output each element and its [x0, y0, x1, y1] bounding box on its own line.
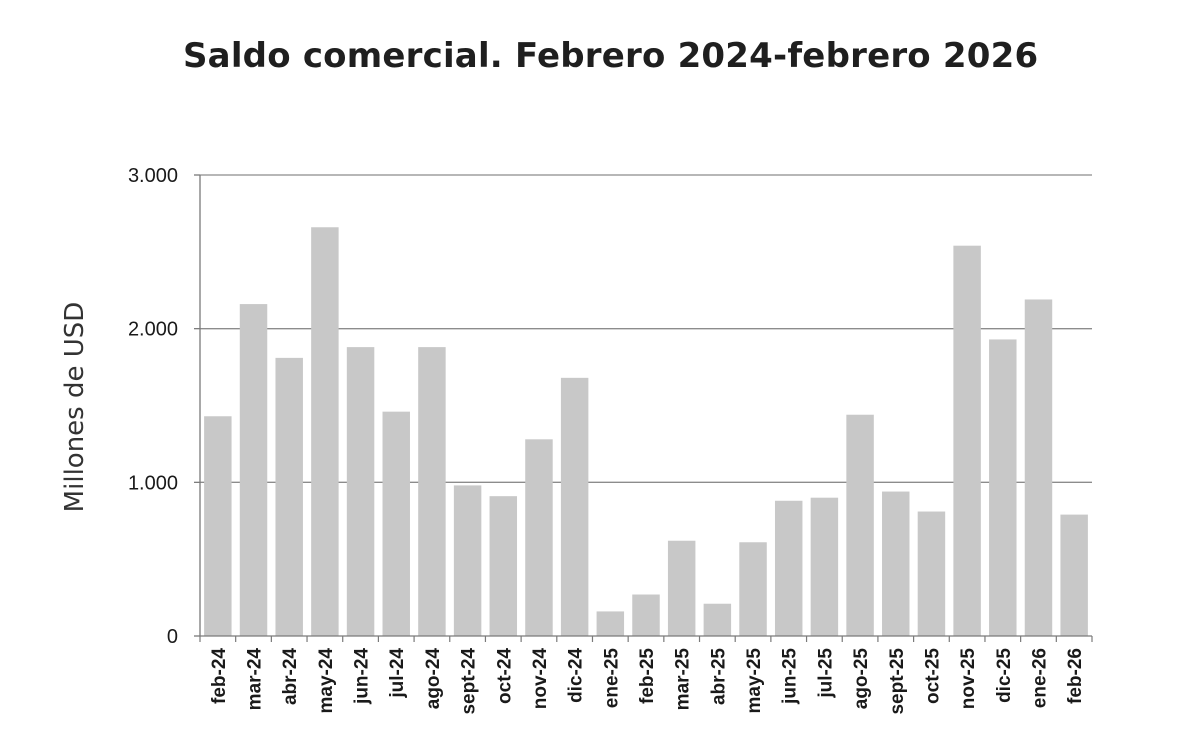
bar-feb-26	[1060, 514, 1088, 636]
x-tick-label: mar-24	[245, 648, 266, 711]
bar-feb-24	[204, 416, 232, 636]
bar-jul-24	[382, 411, 410, 636]
x-tick-label: jun-24	[352, 648, 373, 705]
x-tick-label: nov-24	[530, 648, 551, 710]
x-tick-label: may-24	[316, 648, 337, 714]
bar-jun-24	[346, 347, 375, 636]
x-tick-label: sept-24	[459, 648, 480, 715]
bar-nov-24	[525, 439, 553, 636]
chart-title: Saldo comercial. Febrero 2024-febrero 20…	[183, 36, 1039, 76]
bar-mar-24	[239, 304, 268, 636]
y-tick-labels: 0 1.000 2.000 3.000	[128, 165, 178, 648]
x-tick-label: oct-24	[494, 648, 515, 704]
x-tick-label: dic-25	[994, 648, 1015, 703]
bar-nov-25	[953, 245, 981, 637]
bar-ago-24	[418, 347, 446, 636]
bar-oct-25	[917, 511, 946, 636]
y-tick-label: 3.000	[128, 165, 178, 187]
x-tick-label: oct-25	[922, 648, 943, 704]
bar-abr-24	[275, 357, 303, 636]
x-tick-label: ene-26	[1029, 648, 1050, 708]
x-tick-label: sept-25	[887, 648, 908, 715]
bars	[204, 227, 1088, 637]
bar-abr-25	[703, 603, 732, 636]
x-tick-label: mar-25	[673, 648, 694, 711]
bar-oct-24	[489, 496, 518, 636]
bar-ene-26	[1024, 299, 1053, 636]
bar-feb-25	[632, 594, 660, 636]
bar-jun-25	[774, 500, 803, 636]
y-tick-label: 1.000	[128, 472, 178, 494]
bar-dic-24	[560, 377, 589, 636]
x-tick-label: jun-25	[780, 648, 801, 705]
x-tick-label: feb-26	[1065, 648, 1086, 704]
bar-may-24	[311, 227, 339, 636]
bar-sept-25	[882, 491, 910, 636]
x-tick-label: feb-25	[637, 648, 658, 704]
bar-ago-25	[846, 414, 874, 636]
bar-mar-25	[667, 540, 696, 636]
x-tick-label: dic-24	[566, 648, 587, 703]
x-tick-label: jul-24	[387, 648, 408, 699]
bar-jul-25	[810, 497, 839, 636]
y-tick-label: 0	[167, 626, 178, 648]
y-tick-label: 2.000	[128, 319, 178, 341]
bar-ene-25	[596, 611, 625, 636]
axes	[194, 174, 1093, 642]
bar-may-25	[739, 542, 767, 636]
x-tick-label: abr-25	[708, 648, 729, 705]
x-tick-label: may-25	[744, 648, 765, 714]
bar-sept-24	[453, 485, 482, 636]
x-tick-label: feb-24	[209, 648, 230, 704]
x-tick-label: ago-24	[423, 648, 444, 710]
x-tick-labels: feb-24 mar-24 abr-24 may-24 jun-24 jul-24 ago-…	[209, 648, 1086, 715]
bar-dic-25	[989, 339, 1017, 636]
y-axis-label: Millones de USD	[60, 302, 90, 513]
x-tick-label: jul-25	[815, 648, 836, 699]
x-tick-label: abr-24	[280, 648, 301, 705]
x-tick-label: ago-25	[851, 648, 872, 710]
x-tick-label: nov-25	[958, 648, 979, 710]
x-tick-label: ene-25	[601, 648, 622, 709]
